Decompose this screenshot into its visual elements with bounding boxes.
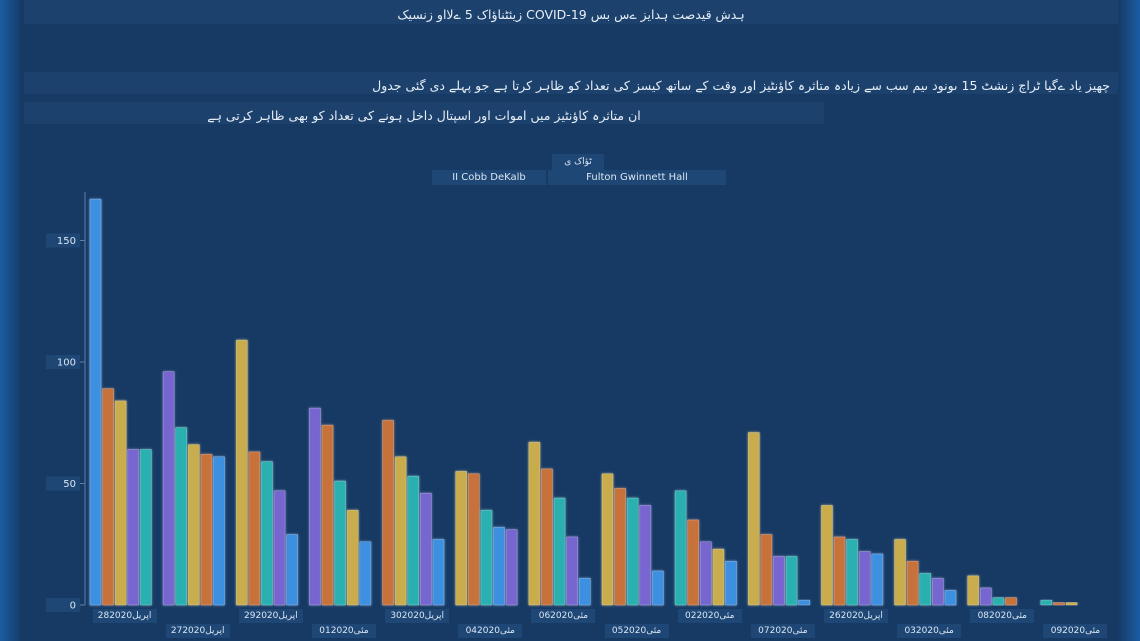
x-tick-label: 29اپریل2020 <box>238 609 303 623</box>
bar[interactable] <box>334 480 346 606</box>
bar[interactable] <box>798 599 810 606</box>
bar[interactable] <box>652 570 664 606</box>
x-tick-label: 03مئی2020 <box>897 624 962 638</box>
bar[interactable] <box>273 490 286 606</box>
bar[interactable] <box>541 468 553 606</box>
bar[interactable] <box>674 490 687 606</box>
bar[interactable] <box>760 534 773 606</box>
bar[interactable] <box>420 492 432 606</box>
x-tick-label: 07مئی2020 <box>750 624 815 638</box>
y-tick-bg <box>46 598 80 612</box>
x-tick-label: 09مئی2020 <box>1043 624 1108 638</box>
bar[interactable] <box>493 526 505 606</box>
chart-description-line-2: ان متاثرہ کاؤنٹیز میں اموات اور اسپتال د… <box>207 108 641 123</box>
bar[interactable] <box>1065 602 1078 606</box>
bar[interactable] <box>712 548 725 606</box>
bar[interactable] <box>162 371 175 606</box>
x-tick-label: 30اپریل2020 <box>385 609 450 623</box>
bar[interactable] <box>200 454 213 606</box>
bar[interactable] <box>553 497 566 606</box>
bar[interactable] <box>919 573 932 606</box>
bar[interactable] <box>359 541 372 606</box>
bar[interactable] <box>846 539 858 606</box>
y-tick-label: 100 <box>57 358 76 369</box>
bar[interactable] <box>773 556 785 606</box>
chart-description-line-1: چھیز یاد ےگیا ٹراچ زنشٹ 15 ںونود ںیم سب … <box>372 78 1110 93</box>
bar[interactable] <box>687 519 700 606</box>
bar[interactable] <box>114 400 127 606</box>
x-tick-label: 01مئی2020 <box>312 624 376 638</box>
chart-title: زیئٹناؤاک 5 ےلااو زنسیک COVID-19 ہدش قید… <box>397 7 745 22</box>
bar[interactable] <box>871 553 884 606</box>
bar[interactable] <box>188 444 200 606</box>
bar[interactable] <box>967 575 980 606</box>
bar[interactable] <box>382 420 394 606</box>
bar[interactable] <box>528 441 541 606</box>
bar[interactable] <box>944 590 957 606</box>
bar[interactable] <box>286 534 298 606</box>
bar[interactable] <box>140 449 152 606</box>
y-tick-label: 50 <box>63 479 76 490</box>
bar[interactable] <box>747 432 760 606</box>
bar[interactable] <box>394 456 407 606</box>
bar[interactable] <box>906 560 919 606</box>
bar[interactable] <box>480 509 493 606</box>
x-tick-label: 05مئی2020 <box>604 624 669 638</box>
bar[interactable] <box>626 497 639 606</box>
bar[interactable] <box>235 339 248 606</box>
bar[interactable] <box>127 449 140 606</box>
bar[interactable] <box>566 536 578 606</box>
bar[interactable] <box>321 424 334 606</box>
x-tick-label: 08مئی2020 <box>970 609 1035 623</box>
x-tick-label: 06مئی2020 <box>531 609 596 623</box>
bar[interactable] <box>248 451 261 606</box>
bar[interactable] <box>102 388 114 606</box>
legend-item-2[interactable]: Fulton Gwinnett Hall <box>548 170 726 185</box>
bar[interactable] <box>468 473 480 606</box>
bar[interactable] <box>725 560 737 606</box>
bar[interactable] <box>407 475 420 606</box>
bar[interactable] <box>578 577 591 606</box>
legend-title: ٹؤاک ی <box>552 154 604 170</box>
x-tick-label: 04مئی2020 <box>458 624 523 638</box>
legend-item-1[interactable]: II Cobb DeKalb <box>432 170 546 185</box>
bar[interactable] <box>785 556 798 606</box>
bar[interactable] <box>858 551 871 606</box>
bar[interactable] <box>175 427 188 606</box>
description-strip-1 <box>24 72 1118 94</box>
description-strip-2 <box>24 102 824 124</box>
bar[interactable] <box>980 587 992 606</box>
bar[interactable] <box>89 198 102 606</box>
x-tick-label: 02مئی2020 <box>677 609 742 623</box>
bar[interactable] <box>213 456 225 606</box>
bar[interactable] <box>455 471 468 606</box>
x-tick-label: 28اپریل2020 <box>92 609 157 623</box>
x-tick-label: 26اپریل2020 <box>824 609 888 623</box>
bar[interactable] <box>639 505 652 606</box>
bar[interactable] <box>432 539 445 606</box>
bar[interactable] <box>614 488 626 606</box>
bar[interactable] <box>261 461 273 606</box>
bar[interactable] <box>833 536 846 606</box>
y-tick-bg <box>46 355 80 369</box>
y-tick-bg <box>46 476 80 491</box>
bar[interactable] <box>894 539 906 606</box>
bar[interactable] <box>505 529 518 606</box>
y-tick-label: 150 <box>57 236 76 247</box>
bar[interactable] <box>992 597 1005 606</box>
bar[interactable] <box>309 407 321 606</box>
title-strip <box>24 0 1118 24</box>
bar[interactable] <box>346 509 359 606</box>
bar[interactable] <box>932 577 944 606</box>
y-tick-bg <box>46 233 80 248</box>
y-tick-label: 0 <box>70 601 76 612</box>
bar[interactable] <box>700 541 712 606</box>
bar[interactable] <box>1053 602 1065 606</box>
x-tick-label: 27اپریل2020 <box>165 624 230 638</box>
bar[interactable] <box>821 505 833 606</box>
bar[interactable] <box>1005 597 1017 606</box>
bar[interactable] <box>1040 599 1053 606</box>
bar[interactable] <box>601 473 614 606</box>
